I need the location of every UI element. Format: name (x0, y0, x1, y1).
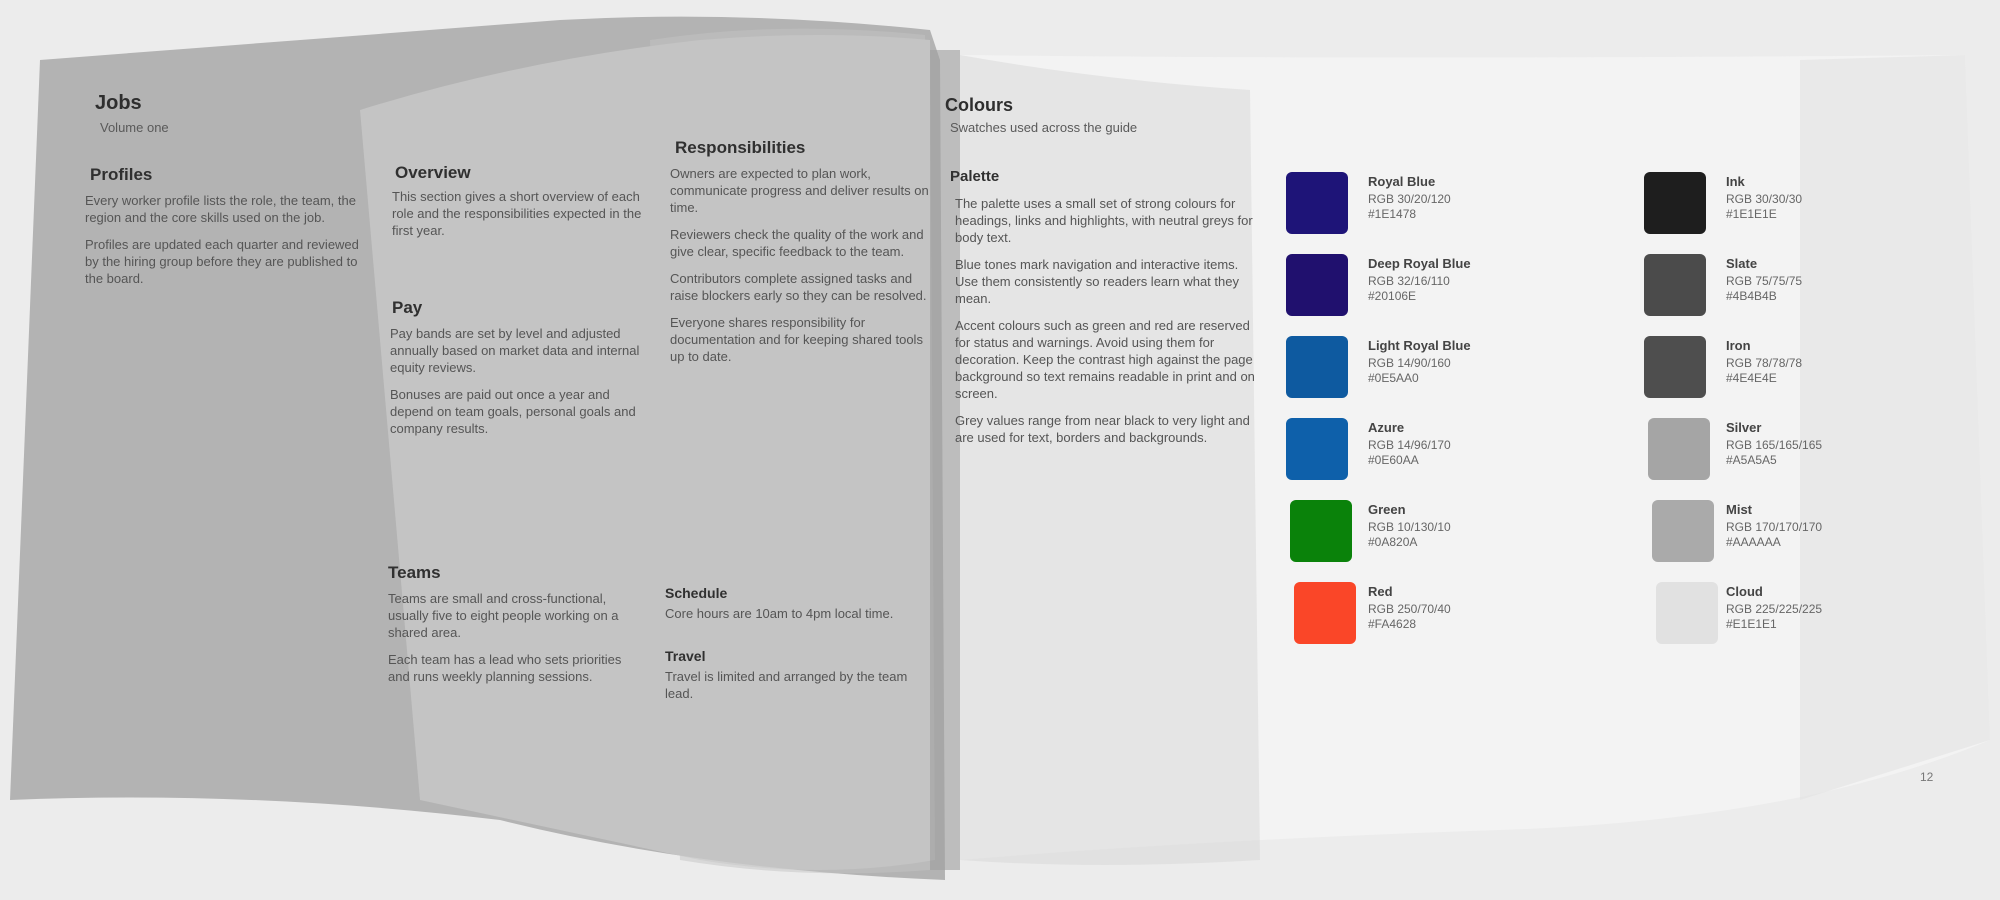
col3-sub2-text: Travel is limited and arranged by the te… (665, 669, 908, 701)
swatch-rgb: RGB 78/78/78 (1726, 356, 1803, 370)
right-page-subtitle: Swatches used across the guide (950, 120, 1138, 135)
swatch-rgb: RGB 170/170/170 (1726, 520, 1823, 534)
right-section-heading: Palette (950, 168, 1000, 185)
col2-sub2-body: Teams are small and cross-functional, us… (388, 590, 643, 695)
page-number: 12 (1920, 770, 1934, 784)
right-page-body: The palette uses a small set of strong c… (955, 195, 1255, 456)
swatch-name: Green (1368, 502, 1406, 517)
swatch-name: Cloud (1726, 584, 1763, 599)
col1-paragraph: Profiles are updated each quarter and re… (85, 237, 359, 286)
col3-paragraph: Owners are expected to plan work, commun… (670, 166, 929, 215)
right-page-shade (960, 55, 1260, 865)
col1-heading: Profiles (90, 165, 153, 184)
swatch-name: Iron (1726, 338, 1751, 353)
swatch-hex: #1E1478 (1368, 207, 1417, 221)
right-page-title: Colours (945, 95, 1014, 115)
swatch-mist (1652, 500, 1714, 562)
swatch-rgb: RGB 225/225/225 (1726, 602, 1823, 616)
col2-paragraph: This section gives a short overview of e… (392, 189, 642, 238)
swatch-light-royal-blue (1286, 336, 1348, 398)
swatch-hex: #4B4B4B (1726, 289, 1777, 303)
right-paragraph: Blue tones mark navigation and interacti… (955, 257, 1239, 306)
swatch-ink (1644, 172, 1706, 234)
swatch-name: Ink (1726, 174, 1745, 189)
swatch-silver (1648, 418, 1710, 480)
col2-sub1-body: Pay bands are set by level and adjusted … (390, 325, 645, 447)
col1-body: Every worker profile lists the role, the… (85, 192, 370, 297)
swatch-name: Light Royal Blue (1368, 338, 1471, 353)
swatch-hex: #0E60AA (1368, 453, 1419, 467)
col2-sub2-paragraph: Teams are small and cross-functional, us… (388, 591, 619, 640)
left-page-subtitle: Volume one (100, 120, 169, 135)
swatch-rgb: RGB 14/96/170 (1368, 438, 1451, 452)
col3-paragraph: Contributors complete assigned tasks and… (670, 271, 927, 303)
left-page-title: Jobs (95, 92, 142, 114)
swatch-hex: #20106E (1368, 289, 1417, 303)
col3-sub1-text: Core hours are 10am to 4pm local time. (665, 606, 894, 621)
swatch-rgb: RGB 75/75/75 (1726, 274, 1803, 288)
col2-heading: Overview (395, 163, 471, 182)
gutter (930, 50, 960, 870)
swatch-hex: #AAAAAA (1726, 535, 1781, 549)
swatch-deep-royal-blue (1286, 254, 1348, 316)
swatch-hex: #A5A5A5 (1726, 453, 1777, 467)
col3-sub1-heading: Schedule (665, 585, 728, 601)
swatch-name: Royal Blue (1368, 174, 1436, 189)
swatch-name: Silver (1726, 420, 1762, 435)
col1-paragraph: Every worker profile lists the role, the… (85, 193, 356, 225)
right-page-edge (1800, 55, 1990, 800)
col3-heading: Responsibilities (675, 138, 806, 157)
swatch-azure (1286, 418, 1348, 480)
left-page-band (650, 28, 930, 874)
right-paragraph: The palette uses a small set of strong c… (955, 196, 1253, 245)
swatch-hex: #4E4E4E (1726, 371, 1777, 385)
swatch-rgb: RGB 250/70/40 (1368, 602, 1451, 616)
swatch-rgb: RGB 30/20/120 (1368, 192, 1451, 206)
swatch-hex: #FA4628 (1368, 617, 1417, 631)
swatch-name: Mist (1726, 502, 1752, 517)
swatch-name: Azure (1368, 420, 1405, 435)
swatch-name: Deep Royal Blue (1368, 256, 1471, 271)
swatch-hex: #0E5AA0 (1368, 371, 1419, 385)
swatch-cloud (1656, 582, 1718, 644)
col3-paragraph: Everyone shares responsibility for docum… (670, 315, 923, 364)
swatch-hex: #0A820A (1368, 535, 1418, 549)
col2-sub2-paragraph: Each team has a lead who sets priorities… (388, 652, 622, 684)
col2-sub1-paragraph: Bonuses are paid out once a year and dep… (390, 387, 636, 436)
swatch-rgb: RGB 30/30/30 (1726, 192, 1803, 206)
swatch-hex: #1E1E1E (1726, 207, 1777, 221)
col3-sub2-heading: Travel (665, 648, 706, 664)
col3-body: Owners are expected to plan work, commun… (670, 165, 935, 375)
swatch-name: Slate (1726, 256, 1758, 271)
right-paragraph: Accent colours such as green and red are… (955, 318, 1255, 401)
swatch-iron (1644, 336, 1706, 398)
col2-sub2-heading: Teams (388, 563, 441, 582)
right-paragraph: Grey values range from near black to ver… (955, 413, 1250, 445)
swatch-green (1290, 500, 1352, 562)
col2-sub1-heading: Pay (392, 298, 423, 317)
swatch-rgb: RGB 32/16/110 (1368, 274, 1450, 288)
swatch-name: Red (1368, 584, 1393, 599)
col3-paragraph: Reviewers check the quality of the work … (670, 227, 924, 259)
swatch-slate (1644, 254, 1706, 316)
swatch-hex: #E1E1E1 (1726, 617, 1777, 631)
col2-sub1-paragraph: Pay bands are set by level and adjusted … (390, 326, 640, 375)
swatch-royal-blue (1286, 172, 1348, 234)
swatch-red (1294, 582, 1356, 644)
col2-body: This section gives a short overview of e… (392, 188, 642, 249)
swatch-rgb: RGB 14/90/160 (1368, 356, 1451, 370)
swatch-rgb: RGB 10/130/10 (1368, 520, 1451, 534)
swatch-rgb: RGB 165/165/165 (1726, 438, 1823, 452)
